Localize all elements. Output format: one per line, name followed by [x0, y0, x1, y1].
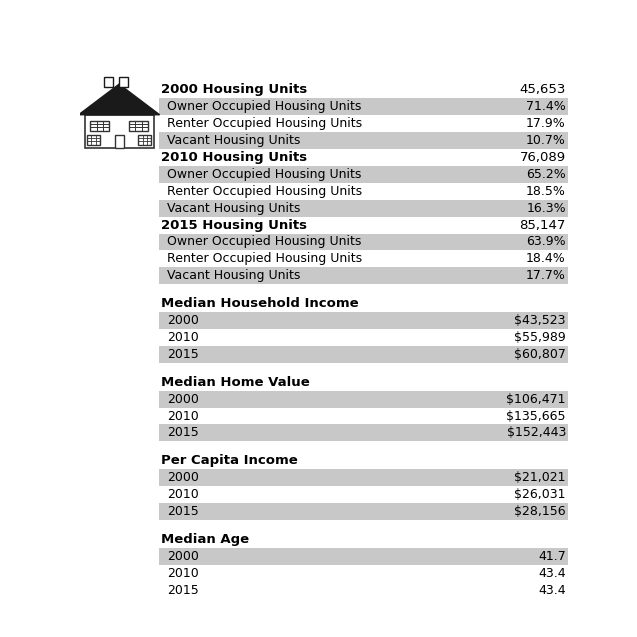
Text: 2010: 2010: [168, 331, 199, 344]
Text: $43,523: $43,523: [515, 314, 566, 327]
Text: Vacant Housing Units: Vacant Housing Units: [168, 134, 301, 147]
FancyBboxPatch shape: [129, 121, 148, 131]
Text: 65.2%: 65.2%: [526, 168, 566, 181]
Text: Per Capita Income: Per Capita Income: [161, 454, 298, 467]
FancyBboxPatch shape: [159, 346, 568, 363]
Text: 17.9%: 17.9%: [526, 117, 566, 130]
Text: 71.4%: 71.4%: [526, 100, 566, 113]
Text: $28,156: $28,156: [514, 505, 566, 518]
Text: 18.5%: 18.5%: [526, 185, 566, 197]
FancyBboxPatch shape: [159, 312, 568, 329]
FancyBboxPatch shape: [159, 390, 568, 408]
Text: Owner Occupied Housing Units: Owner Occupied Housing Units: [168, 236, 362, 248]
Text: $26,031: $26,031: [515, 488, 566, 501]
Text: Vacant Housing Units: Vacant Housing Units: [168, 201, 301, 215]
Text: $60,807: $60,807: [514, 348, 566, 361]
Text: 41.7: 41.7: [538, 550, 566, 562]
Text: 17.7%: 17.7%: [526, 269, 566, 282]
FancyBboxPatch shape: [159, 548, 568, 564]
Text: 2015: 2015: [168, 426, 199, 440]
Text: 2000 Housing Units: 2000 Housing Units: [161, 83, 307, 96]
Text: Owner Occupied Housing Units: Owner Occupied Housing Units: [168, 168, 362, 181]
FancyBboxPatch shape: [159, 268, 568, 284]
Text: $135,665: $135,665: [506, 410, 566, 422]
Text: 2010: 2010: [168, 488, 199, 501]
Text: Median Home Value: Median Home Value: [161, 376, 310, 389]
FancyBboxPatch shape: [104, 76, 113, 87]
Text: 2000: 2000: [168, 471, 199, 484]
Text: Renter Occupied Housing Units: Renter Occupied Housing Units: [168, 252, 362, 266]
Text: 10.7%: 10.7%: [526, 134, 566, 147]
FancyBboxPatch shape: [159, 469, 568, 486]
Text: $55,989: $55,989: [514, 331, 566, 344]
Text: Renter Occupied Housing Units: Renter Occupied Housing Units: [168, 185, 362, 197]
Text: Median Household Income: Median Household Income: [161, 297, 359, 310]
FancyBboxPatch shape: [85, 115, 154, 148]
Text: 2015 Housing Units: 2015 Housing Units: [161, 218, 307, 232]
Text: 45,653: 45,653: [520, 83, 566, 96]
Text: $21,021: $21,021: [515, 471, 566, 484]
Text: 2000: 2000: [168, 314, 199, 327]
Text: Owner Occupied Housing Units: Owner Occupied Housing Units: [168, 100, 362, 113]
Text: $106,471: $106,471: [506, 392, 566, 406]
Text: 2000: 2000: [168, 550, 199, 562]
Text: 16.3%: 16.3%: [526, 201, 566, 215]
FancyBboxPatch shape: [115, 134, 124, 148]
Text: 85,147: 85,147: [520, 218, 566, 232]
Text: 2015: 2015: [168, 583, 199, 596]
Text: $152,443: $152,443: [506, 426, 566, 440]
Text: 63.9%: 63.9%: [526, 236, 566, 248]
Text: 76,089: 76,089: [520, 151, 566, 164]
FancyBboxPatch shape: [159, 98, 568, 115]
Text: 2010 Housing Units: 2010 Housing Units: [161, 151, 307, 164]
FancyBboxPatch shape: [159, 424, 568, 441]
FancyBboxPatch shape: [159, 582, 568, 599]
Polygon shape: [78, 84, 160, 115]
Text: 18.4%: 18.4%: [526, 252, 566, 266]
Text: 2000: 2000: [168, 392, 199, 406]
FancyBboxPatch shape: [119, 76, 128, 87]
Text: 43.4: 43.4: [538, 566, 566, 580]
FancyBboxPatch shape: [159, 166, 568, 183]
FancyBboxPatch shape: [90, 121, 110, 131]
Text: 43.4: 43.4: [538, 583, 566, 596]
Text: 2015: 2015: [168, 505, 199, 518]
FancyBboxPatch shape: [159, 234, 568, 250]
Text: 2015: 2015: [168, 348, 199, 361]
FancyBboxPatch shape: [159, 503, 568, 520]
Text: 2010: 2010: [168, 566, 199, 580]
FancyBboxPatch shape: [87, 134, 100, 145]
Text: Renter Occupied Housing Units: Renter Occupied Housing Units: [168, 117, 362, 130]
Text: 2010: 2010: [168, 410, 199, 422]
FancyBboxPatch shape: [159, 199, 568, 217]
Text: Median Age: Median Age: [161, 533, 249, 546]
FancyBboxPatch shape: [159, 132, 568, 149]
FancyBboxPatch shape: [138, 134, 151, 145]
Text: Vacant Housing Units: Vacant Housing Units: [168, 269, 301, 282]
